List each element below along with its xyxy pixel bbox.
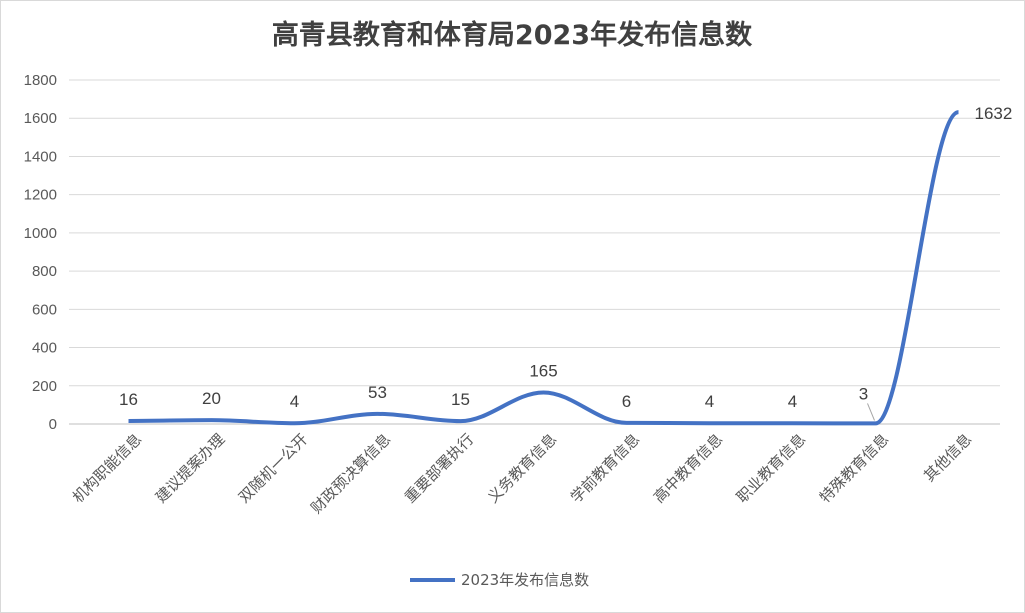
x-tick-label: 其他信息 [920, 430, 975, 485]
y-tick-label: 1200 [24, 187, 57, 204]
data-label: 16 [119, 390, 138, 409]
data-label: 15 [451, 390, 470, 409]
y-tick-label: 800 [32, 263, 57, 280]
x-tick-label: 机构职能信息 [69, 430, 145, 506]
x-tick-label: 学前教育信息 [567, 430, 643, 506]
chart-title: 高青县教育和体育局2023年发布信息数 [272, 19, 753, 51]
legend: 2023年发布信息数 [410, 571, 589, 589]
data-label: 1632 [975, 104, 1013, 123]
x-tick-label: 义务教育信息 [484, 430, 560, 506]
x-tick-label: 重要部署执行 [401, 430, 477, 506]
data-label: 53 [368, 383, 387, 402]
x-tick-label: 职业教育信息 [733, 430, 809, 506]
y-tick-label: 1600 [24, 110, 57, 127]
y-tick-label: 200 [32, 378, 57, 395]
y-tick-label: 1400 [24, 148, 57, 165]
data-label: 20 [202, 389, 221, 408]
leader-line [867, 403, 875, 421]
data-label: 4 [705, 392, 714, 411]
y-tick-label: 1800 [24, 72, 57, 89]
x-tick-label: 建议提案办理 [152, 430, 228, 506]
data-label: 3 [859, 384, 868, 403]
legend-label: 2023年发布信息数 [461, 571, 589, 589]
y-tick-label: 0 [49, 416, 57, 433]
x-tick-label: 高中教育信息 [650, 430, 726, 506]
x-tick-label: 财政预决算信息 [307, 430, 394, 517]
y-tick-label: 1000 [24, 225, 57, 242]
x-tick-label: 双随机一公开 [235, 430, 311, 506]
series-line [128, 110, 960, 426]
data-label: 165 [529, 361, 557, 380]
data-label: 4 [290, 392, 299, 411]
data-label: 4 [788, 392, 797, 411]
y-tick-label: 600 [32, 301, 57, 318]
x-tick-label: 特殊教育信息 [816, 430, 892, 506]
data-label: 6 [622, 392, 631, 411]
y-tick-label: 400 [32, 340, 57, 357]
